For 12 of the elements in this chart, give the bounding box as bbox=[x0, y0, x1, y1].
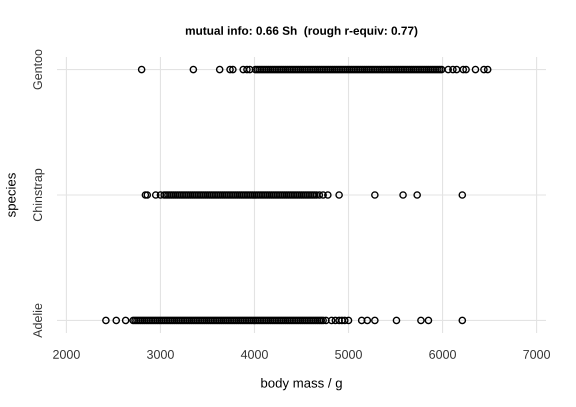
y-tick-label: Gentoo bbox=[33, 50, 42, 90]
y-axis-title: species bbox=[6, 173, 18, 217]
x-axis-title: body mass / g bbox=[261, 378, 342, 390]
x-tick-label: 7000 bbox=[523, 350, 550, 359]
x-tick-label: 3000 bbox=[147, 350, 174, 359]
y-tick-label: Chinstrap bbox=[32, 168, 44, 222]
x-tick-label: 6000 bbox=[429, 350, 456, 359]
y-tick-label: Adelie bbox=[32, 304, 42, 338]
x-tick-label: 2000 bbox=[53, 350, 80, 359]
x-tick-label: 4000 bbox=[240, 350, 268, 359]
x-tick-label: 5000 bbox=[335, 350, 362, 359]
chart-title: mutual info: 0.66 Sh (rough r-equiv: 0.77) bbox=[186, 26, 418, 38]
